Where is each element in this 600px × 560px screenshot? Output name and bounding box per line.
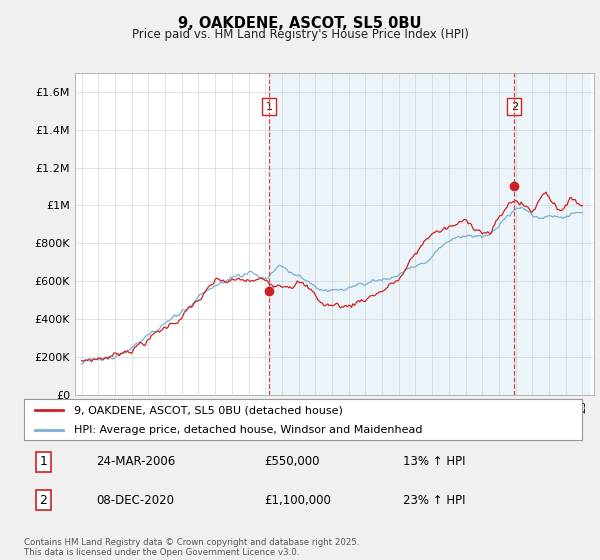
Text: £550,000: £550,000: [264, 455, 319, 468]
Text: 1: 1: [40, 455, 47, 468]
Text: £1,100,000: £1,100,000: [264, 494, 331, 507]
Text: 24-MAR-2006: 24-MAR-2006: [97, 455, 176, 468]
Text: 1: 1: [265, 101, 272, 111]
Text: Price paid vs. HM Land Registry's House Price Index (HPI): Price paid vs. HM Land Registry's House …: [131, 28, 469, 41]
Text: 08-DEC-2020: 08-DEC-2020: [97, 494, 175, 507]
Text: 9, OAKDENE, ASCOT, SL5 0BU (detached house): 9, OAKDENE, ASCOT, SL5 0BU (detached hou…: [74, 405, 343, 415]
Text: 9, OAKDENE, ASCOT, SL5 0BU: 9, OAKDENE, ASCOT, SL5 0BU: [178, 16, 422, 31]
Text: 2: 2: [40, 494, 47, 507]
Text: 2: 2: [511, 101, 518, 111]
Text: HPI: Average price, detached house, Windsor and Maidenhead: HPI: Average price, detached house, Wind…: [74, 424, 423, 435]
Text: 13% ↑ HPI: 13% ↑ HPI: [403, 455, 466, 468]
Text: 23% ↑ HPI: 23% ↑ HPI: [403, 494, 466, 507]
Bar: [269, 73, 590, 395]
Text: Contains HM Land Registry data © Crown copyright and database right 2025.
This d: Contains HM Land Registry data © Crown c…: [24, 538, 359, 557]
